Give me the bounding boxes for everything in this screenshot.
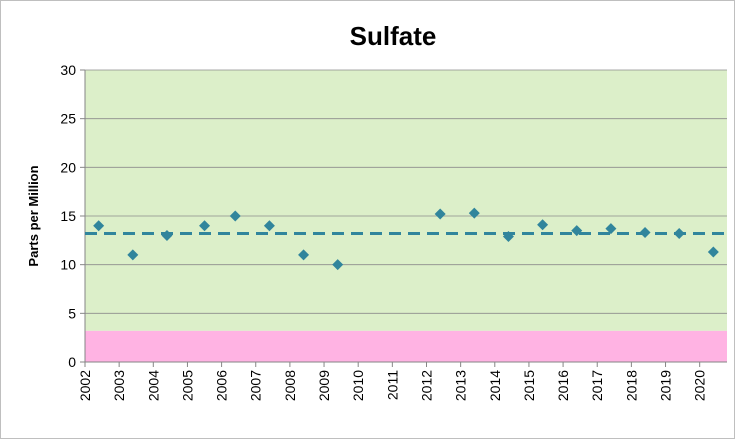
- point: [229, 210, 241, 222]
- y-tick-label: 10: [60, 257, 76, 273]
- grid: [80, 69, 727, 367]
- x-tick-label: 2015: [521, 370, 537, 401]
- point: [434, 208, 446, 220]
- x-tick-label: 2009: [316, 370, 332, 401]
- y-tick-label: 20: [60, 159, 76, 175]
- point: [263, 220, 275, 232]
- y-tick-label: 15: [60, 208, 76, 224]
- x-tick-label: 2008: [282, 370, 298, 401]
- x-tick-label: 2016: [555, 370, 571, 401]
- point: [571, 225, 583, 237]
- x-tick-label: 2011: [384, 370, 400, 400]
- band: [85, 330, 727, 362]
- point: [161, 229, 173, 241]
- point: [673, 228, 685, 240]
- point: [93, 220, 105, 232]
- x-tick-label: 2004: [145, 370, 161, 401]
- x-tick-label: 2007: [248, 370, 264, 401]
- y-tick-label: 5: [68, 305, 76, 321]
- point: [707, 246, 719, 258]
- x-tick-label: 2020: [692, 370, 708, 401]
- y-tick-label: 30: [60, 62, 76, 78]
- x-tick-label: 2002: [77, 370, 93, 401]
- x-tick-label: 2018: [623, 370, 639, 401]
- band: [85, 70, 727, 331]
- point: [502, 230, 514, 242]
- x-tick-label: 2014: [487, 370, 503, 401]
- y-tick-label: 0: [68, 354, 76, 370]
- point: [199, 220, 211, 232]
- point: [127, 249, 139, 261]
- x-tick-label: 2012: [418, 370, 434, 401]
- x-tick-label: 2010: [350, 370, 366, 401]
- x-tick-label: 2005: [179, 370, 195, 401]
- x-tick-label: 2013: [453, 370, 469, 401]
- marks: [85, 207, 727, 271]
- y-tick-label: 25: [60, 111, 76, 127]
- x-tick-label: 2019: [658, 370, 674, 401]
- chart-title: Sulfate: [350, 21, 437, 51]
- point: [537, 219, 549, 231]
- point: [332, 259, 344, 271]
- y-axis-label: Parts per Million: [26, 165, 41, 266]
- point: [639, 227, 651, 239]
- x-tick-label: 2003: [111, 370, 127, 401]
- x-tick-label: 2006: [214, 370, 230, 401]
- point: [298, 249, 310, 261]
- point: [468, 207, 480, 219]
- point: [605, 223, 617, 235]
- bands: [85, 70, 727, 362]
- x-tick-label: 2017: [589, 370, 605, 401]
